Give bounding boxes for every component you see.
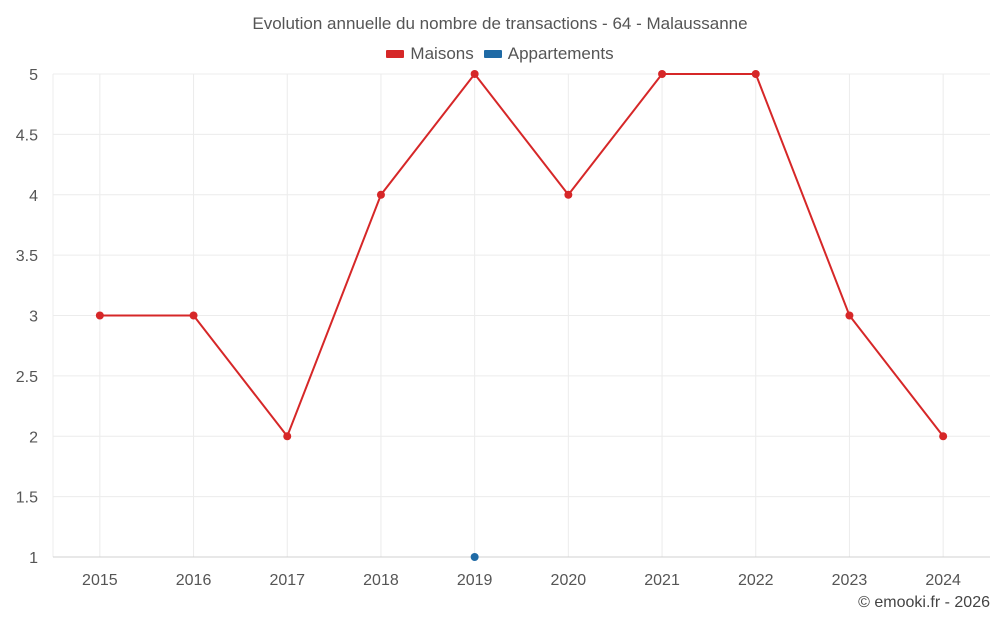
x-tick-label: 2019 (457, 572, 493, 589)
y-tick-label: 4.5 (16, 127, 38, 144)
legend-item-appartements[interactable]: Appartements (483, 44, 614, 64)
y-tick-label: 2.5 (16, 369, 38, 386)
data-point-maisons[interactable] (376, 190, 385, 199)
y-tick-label: 2 (29, 429, 38, 446)
legend-label-appartements: Appartements (507, 44, 614, 63)
x-tick-label: 2017 (269, 572, 305, 589)
x-tick-label: 2015 (82, 572, 118, 589)
legend-item-maisons[interactable]: Maisons (386, 44, 474, 64)
legend: Maisons Appartements (0, 44, 1000, 64)
data-point-maisons[interactable] (470, 70, 479, 78)
x-tick-label: 2020 (551, 572, 587, 589)
legend-swatch-appartements (483, 50, 502, 58)
data-point-maisons[interactable] (658, 70, 667, 78)
data-point-maisons[interactable] (845, 311, 854, 320)
data-point-maisons[interactable] (939, 432, 948, 441)
data-point-maisons[interactable] (95, 311, 104, 320)
data-point-maisons[interactable] (189, 311, 198, 320)
data-point-maisons[interactable] (283, 432, 292, 441)
y-tick-label: 5 (29, 67, 38, 84)
legend-swatch-maisons (386, 50, 405, 58)
data-point-maisons[interactable] (564, 190, 573, 199)
legend-label-maisons: Maisons (410, 44, 474, 63)
y-tick-label: 3 (29, 309, 38, 326)
y-tick-label: 4 (29, 188, 38, 205)
x-tick-label: 2021 (644, 572, 680, 589)
data-point-appartements[interactable] (470, 553, 479, 561)
x-tick-label: 2016 (176, 572, 212, 589)
y-tick-label: 1.5 (16, 490, 38, 507)
x-tick-label: 2024 (925, 572, 961, 589)
x-tick-label: 2018 (363, 572, 399, 589)
series-line-maisons (99, 72, 944, 439)
y-tick-label: 3.5 (16, 248, 38, 265)
chart-title: Evolution annuelle du nombre de transact… (252, 14, 748, 33)
x-tick-label: 2022 (738, 572, 774, 589)
credit-text: © emooki.fr - 2026 (858, 594, 990, 611)
y-tick-label: 1 (29, 550, 38, 567)
data-point-maisons[interactable] (751, 70, 760, 78)
x-tick-label: 2023 (832, 572, 868, 589)
